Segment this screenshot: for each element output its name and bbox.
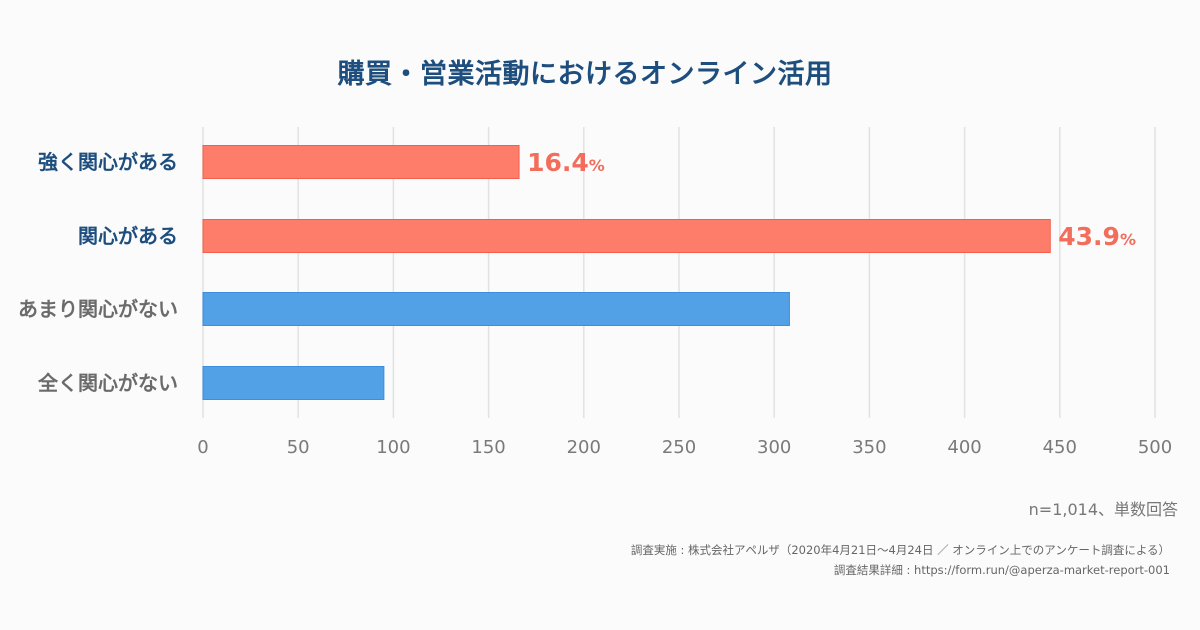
data-label-suffix: % <box>1120 230 1136 249</box>
chart-title: 購買・営業活動におけるオンライン活用 <box>337 59 833 90</box>
data-label: 16.4% <box>527 148 605 177</box>
category-label: 強く関心がある <box>38 150 178 174</box>
bar <box>202 292 790 326</box>
data-label-suffix: % <box>589 156 605 175</box>
x-tick-label: 150 <box>471 437 505 458</box>
data-label-value: 16.4 <box>527 148 589 177</box>
x-tick-label: 350 <box>852 437 886 458</box>
category-label: 関心がある <box>78 224 178 248</box>
bar <box>202 145 520 179</box>
data-label-value: 43.9 <box>1058 222 1120 251</box>
bar <box>202 219 1051 253</box>
x-tick-label: 200 <box>567 437 601 458</box>
x-tick-label: 450 <box>1043 437 1077 458</box>
x-tick-label: 250 <box>662 437 696 458</box>
x-tick-label: 0 <box>197 437 208 458</box>
category-label: 全く関心がない <box>37 371 178 395</box>
data-label: 43.9% <box>1058 222 1136 251</box>
x-tick-label: 300 <box>757 437 791 458</box>
x-tick-label: 50 <box>287 437 310 458</box>
x-tick-label: 100 <box>376 437 410 458</box>
sample-size-note: n=1,014、単数回答 <box>1028 500 1178 519</box>
category-label: あまり関心がない <box>18 297 178 321</box>
survey-source: 調査実施 : 株式会社アペルザ（2020年4月21日〜4月24日 ／ オンライン… <box>630 543 1170 557</box>
bar <box>202 366 385 400</box>
x-axis-tick-labels: 0 50 100 150 200 250 300 350 400 450 500 <box>197 437 1172 458</box>
bars <box>202 145 1051 400</box>
x-tick-label: 500 <box>1138 437 1172 458</box>
survey-details-link[interactable]: 調査結果詳細 : https://form.run/@aperza-market… <box>833 563 1170 577</box>
data-labels: 16.4%43.9% <box>527 148 1136 251</box>
x-tick-label: 400 <box>947 437 981 458</box>
